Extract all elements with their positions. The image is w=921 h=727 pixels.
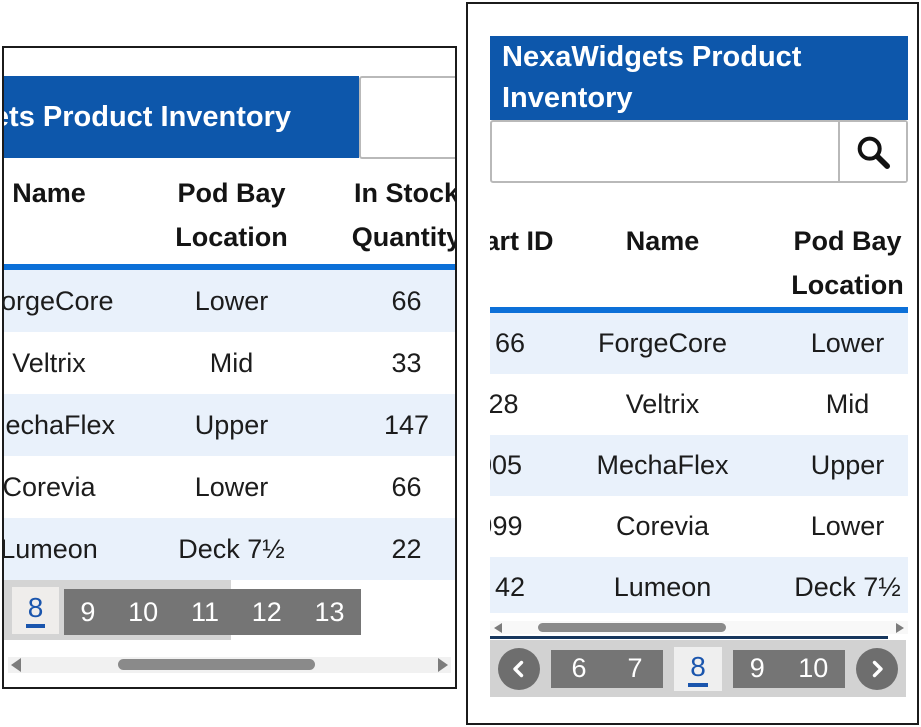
search-box [359,76,455,159]
table-row: 999 Corevia Lower 66 [2,456,455,518]
scroll-left-arrow-icon[interactable] [494,622,502,633]
pagination-page-group: 9 10 11 12 13 [64,589,361,635]
page-button[interactable]: 12 [251,596,282,627]
table-body: 66 ForgeCore Lower 66 128 Veltrix Mid 33… [490,313,908,613]
table-row: 1005 MechaFlex Upper 147 [490,435,908,496]
table-row: 66 ForgeCore Lower 66 [490,313,908,374]
table-row: 999 Corevia Lower 66 [490,496,908,557]
cell-name: ForgeCore [597,328,728,358]
cell-qty: 66 [391,286,422,316]
cell-location: Upper [810,450,885,480]
table-row: 1005 MechaFlex Upper 147 [4,394,455,456]
page-button[interactable]: 11 [190,596,219,627]
header-separator-line [490,307,908,313]
pagination-page-group: 9 10 [733,649,845,688]
inventory-card-wide-scrolled: NexaWidgets Product Inventory Part ID Na… [2,46,457,689]
table-row: 42 Lumeon Deck 7½ 22 [2,518,455,580]
cell-part-id: 42 [494,572,526,602]
next-page-button[interactable] [856,647,898,690]
page-button[interactable]: 7 [627,653,643,683]
cell-location: Lower [810,511,885,541]
cell-location: Lower [194,286,269,316]
inventory-table: Part ID Name Pod Bay Location In Stock Q… [2,159,457,580]
scrolled-table-content: Part ID Name Pod Bay Location In Stock Q… [490,207,908,613]
table-bottom-border [490,636,888,639]
page-button[interactable]: 6 [571,653,587,683]
search-input[interactable] [492,122,838,181]
page-title: NexaWidgets Product Inventory [4,76,359,158]
column-header-part-id: Part ID [490,226,554,256]
scrolled-content: NexaWidgets Product Inventory Part ID Na… [2,76,457,640]
table-row: 128 Veltrix Mid 33 [490,374,908,435]
column-header-name: Name [12,178,86,208]
page-button-current[interactable]: 8 [12,587,59,634]
search-box [490,120,908,183]
cell-location: Upper [194,410,269,440]
cell-part-id: 1005 [490,450,523,480]
cell-name: MechaFlex [4,410,116,440]
cell-name: ForgeCore [2,286,114,316]
scrollbar-thumb[interactable] [118,659,315,670]
page-button[interactable]: 10 [128,596,159,627]
spacer [490,183,908,207]
chevron-left-icon [513,660,524,677]
cell-name: Lumeon [2,534,98,564]
cell-qty: 66 [391,472,422,502]
pagination-page-group: 6 7 [551,649,663,688]
cell-location: Deck 7½ [178,534,285,564]
cell-location: Mid [825,389,870,419]
page-button[interactable]: 9 [80,596,96,627]
search-input[interactable] [361,78,455,157]
cell-part-id: 999 [490,511,523,541]
cell-qty: 22 [391,534,422,564]
pagination-bar: 8 9 10 11 12 13 [4,580,361,640]
cell-name: Veltrix [12,348,86,378]
cell-location: Lower [194,472,269,502]
scroll-right-arrow-icon[interactable] [896,622,904,633]
scroll-right-arrow-icon[interactable] [438,658,448,672]
cell-location: Mid [209,348,254,378]
cell-part-id: 66 [494,328,526,358]
previous-page-button[interactable] [498,647,540,690]
card-content: NexaWidgets Product Inventory Part ID Na… [490,36,908,697]
header-separator-line [4,264,455,270]
cell-location: Deck 7½ [794,572,901,602]
column-header-pod-bay-location: Pod Bay Location [791,226,904,300]
table-row: 66 ForgeCore Lower 66 [2,270,455,332]
table-horizontal-scrollbar[interactable] [490,621,908,634]
cell-part-id: 128 [490,389,519,419]
scrollbar-thumb[interactable] [538,623,726,632]
cell-qty: 33 [391,348,422,378]
horizontal-scrollbar[interactable] [8,657,451,673]
search-icon [857,136,890,169]
scroll-left-arrow-icon[interactable] [11,658,21,672]
cell-name: Corevia [615,511,710,541]
table-header-row: Part ID Name Pod Bay Location In Stock Q… [4,159,457,264]
table-header-row: Part ID Name Pod Bay Location In Stock Q… [490,207,908,307]
pagination-bar: 6 7 8 9 10 [490,640,906,697]
page-button[interactable]: 9 [749,653,765,683]
table-body: 66 ForgeCore Lower 66 128 Veltrix Mid 33… [2,270,455,580]
chevron-right-icon [872,660,883,677]
column-header-name: Name [625,226,700,256]
inventory-card-narrow: NexaWidgets Product Inventory Part ID Na… [466,2,919,725]
cell-name: MechaFlex [596,450,729,480]
page-button[interactable]: 10 [798,653,829,683]
cell-qty: 147 [383,410,430,440]
header-row: NexaWidgets Product Inventory [4,76,455,159]
cell-name: Lumeon [613,572,712,602]
search-button[interactable] [838,122,906,181]
page-button[interactable]: 13 [314,596,345,627]
cell-name: Corevia [2,472,96,502]
column-header-pod-bay-location: Pod Bay Location [175,178,288,252]
table-row: 42 Lumeon Deck 7½ 22 [490,557,908,613]
table-row: 128 Veltrix Mid 33 [4,332,455,394]
column-header-in-stock-quantity: In Stock Quantity [351,178,457,252]
page-button-current[interactable]: 8 [674,646,722,691]
cell-location: Lower [810,328,885,358]
cell-name: Veltrix [625,389,700,419]
page-title: NexaWidgets Product Inventory [490,36,908,120]
table-scroll-viewport: Part ID Name Pod Bay Location In Stock Q… [490,207,908,613]
